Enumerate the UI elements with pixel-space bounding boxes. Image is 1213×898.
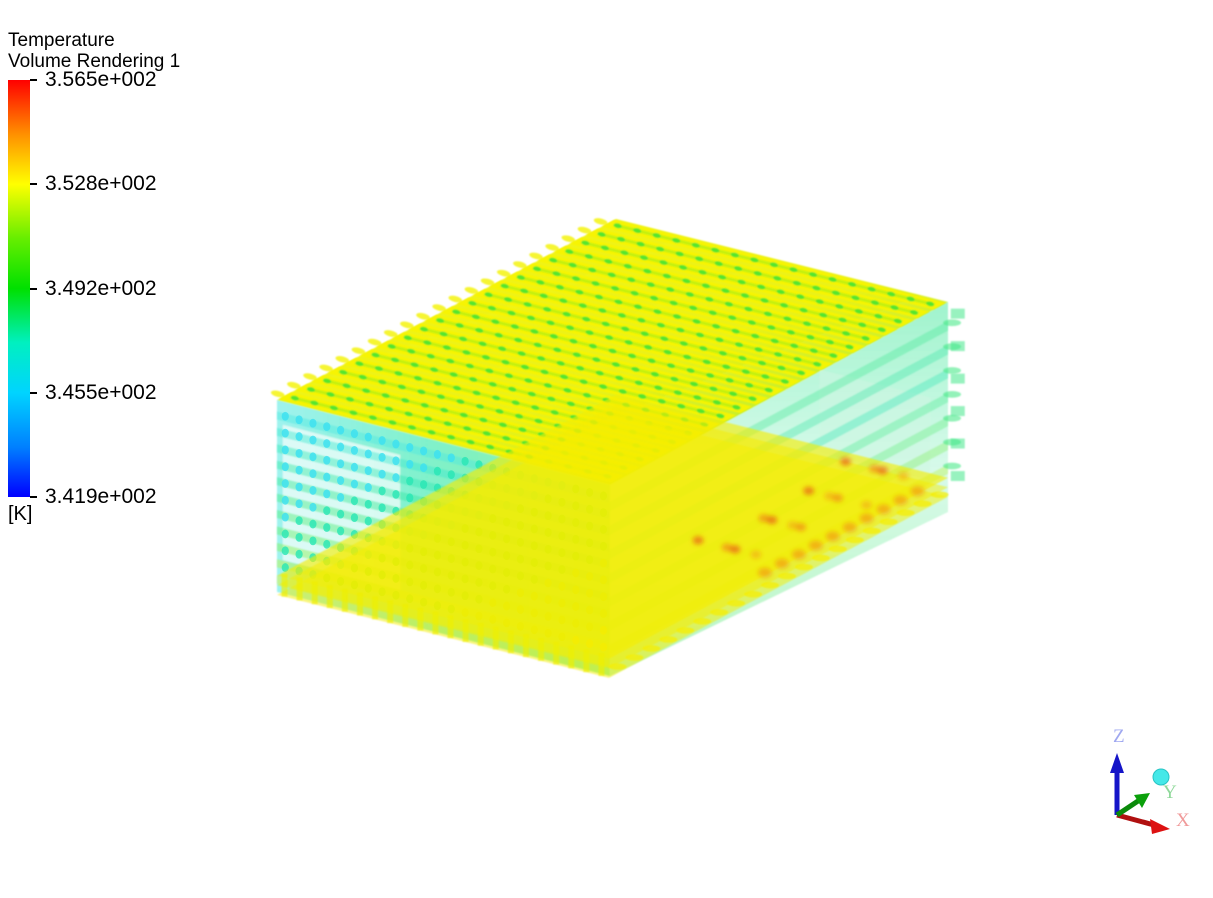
scalar-bar-title: Temperature [8,30,115,51]
tick-mark [30,183,37,186]
y-axis-arrow [1115,768,1170,818]
tick-label: 3.419e+002 [45,485,157,508]
axis-label-z: Z [1113,726,1125,747]
tick-mark [30,287,37,290]
x-axis-arrow [1116,812,1170,834]
axis-label-y: Y [1163,782,1177,803]
scalar-bar-legend[interactable]: Temperature Volume Rendering 1 3.565e+00… [8,30,223,530]
tick-mark [30,496,37,498]
tick-mark [30,79,37,81]
orientation-axes-widget[interactable]: Z Y X [1090,715,1213,845]
scalar-bar-unit-label: [K] [8,503,33,525]
color-gradient-bar[interactable] [8,80,30,497]
tick-mark [30,391,37,394]
tick-label: 3.455e+002 [45,380,157,404]
tick-label: 3.565e+002 [45,68,157,91]
tick-label: 3.528e+002 [45,172,157,196]
z-axis-arrow [1110,753,1124,815]
orientation-axes-svg [1110,753,1170,834]
tick-label: 3.492e+002 [45,276,157,300]
axis-label-x: X [1176,810,1190,831]
scalar-bar-subtitle: Volume Rendering 1 [8,51,181,72]
